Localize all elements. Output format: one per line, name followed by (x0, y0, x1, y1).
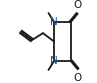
Text: O: O (74, 0, 82, 10)
Text: N: N (50, 17, 58, 27)
Text: O: O (74, 73, 82, 83)
Text: N: N (50, 56, 58, 66)
